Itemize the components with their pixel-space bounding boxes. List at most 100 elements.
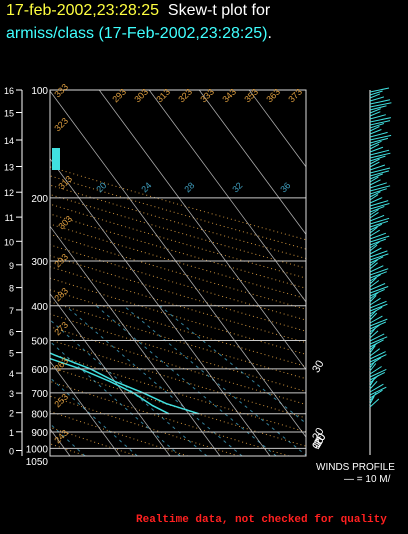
wind-barb [369, 277, 377, 285]
chart-source: armiss/class (17-Feb-2002,23:28:25) [6, 25, 268, 42]
wind-barb [369, 173, 383, 180]
wind-barb [369, 253, 389, 261]
wind-barb [369, 345, 376, 354]
temperature-line [50, 352, 199, 415]
dry-adiabat [50, 366, 306, 447]
theta-top-label: 333 [198, 87, 216, 105]
temperature-point [19, 340, 20, 341]
wind-barb [369, 223, 383, 231]
wind-barb [369, 256, 384, 264]
temperature-point [165, 403, 167, 405]
mixing-ratio-label: 20 [94, 180, 108, 194]
wind-barb [369, 330, 379, 339]
wind-barb [369, 274, 381, 282]
wind-barb [369, 286, 389, 294]
wind-barb [369, 247, 382, 255]
wind-barb [369, 268, 389, 276]
wind-barb [369, 303, 388, 312]
height-km-label: 10 [4, 237, 14, 247]
wind-barb [369, 383, 384, 393]
wind-barb [369, 235, 390, 243]
isotherm [50, 293, 171, 456]
wind-barb [369, 149, 390, 156]
mixing-ratio-line [123, 305, 306, 456]
isotherm-right-label: 30 [310, 358, 327, 375]
wind-barb [369, 336, 388, 345]
mixing-ratio-line [95, 305, 277, 456]
height-km-label: 11 [5, 213, 14, 223]
wind-barb [369, 90, 383, 96]
pressure-tick-label: 1050 [26, 457, 49, 468]
wind-barb [369, 137, 389, 144]
isotherm [248, 90, 306, 168]
wind-barb [369, 197, 383, 204]
wind-barb [369, 262, 378, 270]
wind-barb [369, 220, 389, 228]
wind-barb [369, 312, 378, 321]
wind-barb [369, 229, 380, 237]
pressure-tick-label: 500 [31, 337, 48, 348]
theta-top-label: 353 [242, 87, 260, 105]
wind-barb [369, 146, 384, 153]
wind-barb [369, 348, 381, 357]
wind-barb [369, 211, 379, 219]
height-km-label: 14 [4, 136, 14, 146]
dry-adiabat [50, 233, 306, 310]
dewpoint-point [109, 380, 111, 382]
wind-barb [369, 241, 380, 249]
wind-barb [369, 357, 382, 366]
wind-barb [369, 108, 381, 114]
wind-barb [369, 398, 380, 408]
isotherm [50, 360, 121, 456]
wind-barb [369, 318, 388, 327]
wind-barb [369, 134, 392, 141]
mixing-ratio-line [159, 305, 306, 424]
dewpoint-point [152, 405, 154, 407]
wind-barb [369, 292, 379, 300]
wind-barb [369, 117, 392, 123]
height-km-label: 4 [9, 369, 14, 379]
wind-barb [369, 297, 381, 306]
wind-barb [369, 93, 381, 99]
wind-barb [369, 126, 380, 132]
height-km-label: 1 [9, 428, 14, 438]
isotherm [50, 225, 221, 456]
wind-barb [369, 209, 379, 216]
wind-barb [369, 280, 380, 288]
adiabat-label: 313 [56, 174, 74, 192]
adiabat-label: 293 [52, 252, 70, 270]
wind-barb [369, 167, 391, 174]
isotherm [198, 90, 306, 236]
wind-barb [369, 283, 386, 291]
height-km-label: 9 [9, 261, 14, 271]
wind-barb [369, 214, 385, 222]
wind-barb [369, 300, 387, 309]
wind-barb [369, 161, 380, 168]
pressure-tick-label: 700 [31, 389, 48, 400]
pressure-tick-label: 1000 [26, 444, 49, 455]
wind-barb [369, 158, 380, 165]
theta-top-label: 323 [176, 87, 194, 105]
wind-barb [369, 327, 376, 336]
wind-barb [369, 99, 391, 105]
dry-adiabat [50, 289, 306, 367]
wind-barb [369, 226, 378, 234]
wind-barb [369, 120, 391, 126]
wind-barb [369, 259, 378, 267]
dewpoint-line [50, 357, 170, 415]
wind-barb [369, 271, 387, 279]
wind-barb [369, 244, 378, 252]
pressure-tick-label: 400 [31, 302, 48, 313]
wind-barb [369, 200, 389, 207]
height-km-label: 2 [9, 409, 14, 419]
wind-barb [369, 188, 387, 195]
height-km-label: 3 [9, 389, 14, 399]
wind-barb [369, 354, 387, 363]
plot-area [19, 90, 306, 456]
isotherm-right-label: 10 [310, 435, 327, 452]
wind-barb [369, 170, 390, 177]
wind-barb [369, 309, 377, 318]
mixing-ratio-label: 32 [230, 180, 244, 194]
pressure-tick-label: 800 [31, 410, 48, 421]
